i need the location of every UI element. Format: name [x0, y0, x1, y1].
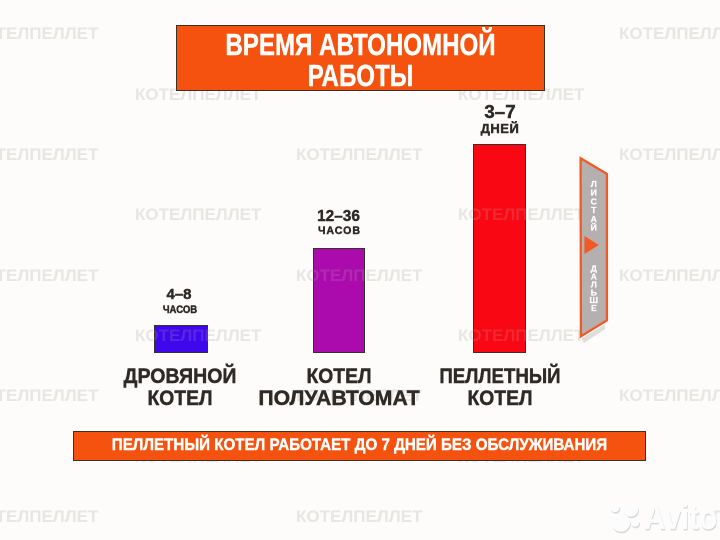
- svg-text:Ш: Ш: [590, 295, 599, 305]
- svg-text:Л: Л: [591, 179, 597, 189]
- svg-text:Е: Е: [591, 303, 597, 313]
- svg-text:А: А: [591, 272, 597, 282]
- svg-text:Д: Д: [591, 264, 597, 274]
- svg-text:Й: Й: [591, 222, 597, 233]
- svg-text:Л: Л: [591, 279, 597, 289]
- svg-text:Avito: Avito: [644, 498, 717, 537]
- svg-text:А: А: [591, 214, 598, 224]
- svg-text:Avito: Avito: [645, 499, 718, 538]
- svg-text:Т: Т: [591, 205, 597, 215]
- svg-text:С: С: [591, 196, 598, 206]
- svg-text:И: И: [591, 188, 597, 198]
- svg-text:Ь: Ь: [591, 287, 597, 297]
